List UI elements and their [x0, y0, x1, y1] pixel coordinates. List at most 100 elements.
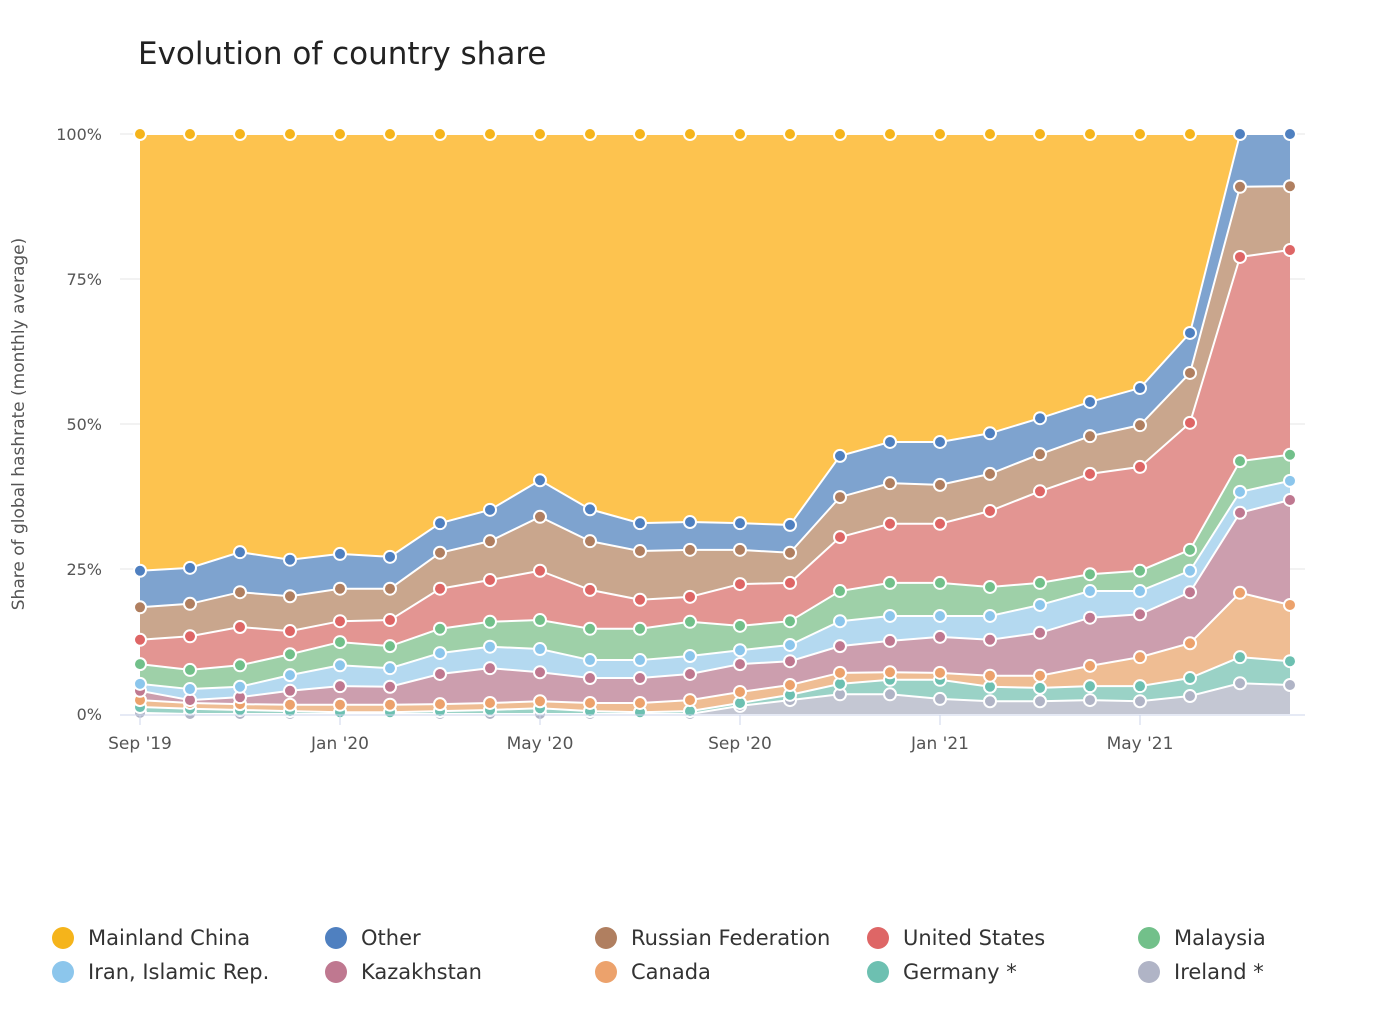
- data-point: [833, 639, 847, 654]
- legend-item[interactable]: Germany *: [867, 960, 1017, 984]
- legend-item[interactable]: Canada: [595, 960, 711, 984]
- data-point: [283, 668, 297, 683]
- data-point: [1033, 680, 1047, 695]
- data-point: [683, 649, 697, 663]
- data-point: [533, 642, 547, 657]
- data-point: [1183, 365, 1197, 380]
- data-point: [233, 127, 247, 141]
- data-point: [433, 621, 447, 636]
- data-point: [733, 542, 747, 557]
- data-point: [433, 581, 447, 596]
- data-point: [283, 683, 297, 698]
- data-point: [233, 585, 247, 600]
- area-united-states: [140, 250, 1290, 670]
- data-point: [233, 658, 247, 673]
- data-point: [1083, 429, 1097, 444]
- data-point: [383, 581, 397, 596]
- data-point: [333, 581, 347, 596]
- data-point: [333, 635, 347, 650]
- data-point: [383, 679, 397, 694]
- data-point: [883, 608, 897, 623]
- data-point: [383, 613, 397, 628]
- data-point: [1133, 584, 1147, 599]
- data-point: [1083, 693, 1097, 708]
- data-point: [733, 127, 747, 141]
- legend-item[interactable]: Other: [325, 926, 421, 950]
- area-germany-: [140, 657, 1290, 714]
- data-point: [733, 618, 747, 633]
- legend-marker-icon: [52, 927, 74, 949]
- data-point: [983, 504, 997, 518]
- legend-item[interactable]: Ireland *: [1138, 960, 1264, 984]
- legend-item[interactable]: Malaysia: [1138, 926, 1266, 950]
- data-point: [1283, 492, 1297, 507]
- data-point: [183, 629, 197, 644]
- data-point: [933, 516, 947, 531]
- legend-item[interactable]: Russian Federation: [595, 926, 830, 950]
- data-point: [883, 633, 897, 648]
- data-point: [1083, 658, 1097, 673]
- data-point: [1083, 394, 1097, 409]
- data-point: [733, 657, 747, 672]
- data-point: [1233, 676, 1247, 691]
- legend-marker-icon: [1138, 927, 1160, 949]
- data-point: [983, 466, 997, 481]
- data-point: [1183, 542, 1197, 557]
- series-line: [139, 453, 1291, 671]
- area-malaysia: [140, 454, 1290, 690]
- data-point: [783, 517, 797, 532]
- data-point: [1183, 671, 1197, 686]
- x-tick-label: Sep '19: [108, 734, 172, 754]
- y-axis-label: Share of global hashrate (monthly averag…: [9, 238, 29, 610]
- legend-marker-icon: [867, 927, 889, 949]
- legend-item[interactable]: Iran, Islamic Rep.: [52, 960, 269, 984]
- data-point: [733, 643, 747, 658]
- data-point: [133, 657, 147, 672]
- series-line: [139, 249, 1291, 641]
- data-point: [1233, 505, 1247, 520]
- data-point: [1283, 179, 1297, 194]
- data-point: [983, 127, 997, 141]
- data-point: [383, 661, 397, 676]
- data-point: [1233, 249, 1247, 264]
- data-point: [183, 596, 197, 611]
- series-line: [139, 656, 1291, 714]
- legend-label: Kazakhstan: [361, 960, 482, 984]
- data-point: [483, 639, 497, 654]
- legend-label: Other: [361, 926, 421, 950]
- legend-marker-icon: [325, 927, 347, 949]
- legend-label: Russian Federation: [631, 926, 831, 950]
- data-point: [233, 620, 247, 634]
- data-point: [1183, 585, 1197, 600]
- data-point: [533, 694, 547, 709]
- data-point: [883, 687, 897, 702]
- data-point: [133, 676, 147, 691]
- legend-marker-icon: [595, 961, 617, 983]
- data-point: [833, 448, 847, 463]
- area-mainland-china: [140, 134, 1290, 571]
- data-point: [1283, 447, 1297, 462]
- data-point: [733, 516, 747, 531]
- data-point: [333, 614, 347, 629]
- data-point: [283, 552, 297, 567]
- data-point: [1183, 636, 1197, 651]
- data-point: [983, 668, 997, 683]
- legend-item[interactable]: Mainland China: [52, 926, 250, 950]
- data-point: [683, 515, 697, 530]
- data-point: [933, 575, 947, 590]
- data-point: [1283, 243, 1297, 257]
- x-tick-label: May '20: [507, 734, 574, 754]
- data-point: [683, 693, 697, 708]
- data-point: [483, 502, 497, 517]
- data-point: [133, 632, 147, 647]
- data-point: [1033, 127, 1047, 141]
- data-point: [333, 658, 347, 673]
- legend-item[interactable]: United States: [867, 926, 1045, 950]
- legend-item[interactable]: Kazakhstan: [325, 960, 482, 984]
- data-point: [533, 127, 547, 141]
- series-line: [139, 591, 1291, 706]
- data-point: [833, 665, 847, 680]
- data-point: [483, 695, 497, 710]
- data-point: [1133, 607, 1147, 622]
- data-point: [383, 549, 397, 564]
